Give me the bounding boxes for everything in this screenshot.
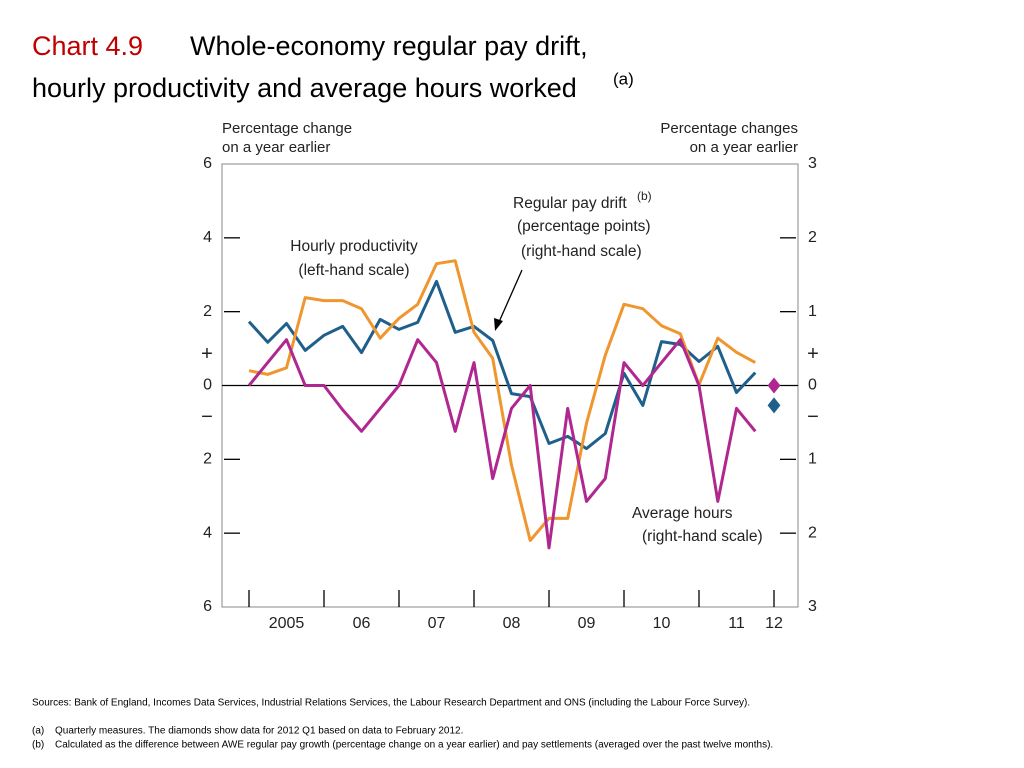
- x-tick-label: 07: [428, 615, 446, 632]
- footnote-marker: (b): [32, 740, 44, 751]
- arrow-head: [494, 318, 503, 331]
- title-superscript: (a): [613, 69, 634, 88]
- footnote: Calculated as the difference between AWE…: [55, 740, 773, 751]
- annotation: Hourly productivity: [290, 238, 418, 255]
- y-tick-label: 4: [203, 524, 212, 541]
- annotation: (percentage points): [517, 218, 651, 235]
- x-tick-label: 09: [578, 615, 596, 632]
- sign-label: −: [201, 406, 213, 428]
- series-line: [247, 279, 757, 451]
- y-tick-label: 2: [203, 451, 212, 468]
- annotation: Regular pay drift: [513, 195, 627, 212]
- series-line: [248, 259, 757, 542]
- annotation: (right-hand scale): [642, 528, 763, 545]
- x-tick-label: 11: [728, 615, 745, 632]
- annotation: Average hours: [632, 505, 733, 522]
- y2-tick-label: 3: [808, 598, 817, 615]
- sign-label: +: [201, 343, 213, 365]
- title-prefix: Chart 4.9: [32, 31, 143, 61]
- y-tick-label: 0: [203, 377, 212, 394]
- x-tick-label: 12: [765, 615, 783, 632]
- x-tick-label: 08: [503, 615, 521, 632]
- sign-label: +: [807, 343, 819, 365]
- y-tick-label: 6: [203, 155, 212, 172]
- diamond: [767, 377, 781, 394]
- footnote: Quarterly measures. The diamonds show da…: [55, 726, 463, 737]
- y2-tick-label: 1: [808, 451, 817, 468]
- chart-title: Whole-economy regular pay drift,: [190, 31, 588, 61]
- y2-tick-label: 3: [808, 155, 817, 172]
- footnote-marker: (a): [32, 726, 44, 737]
- series-line: [247, 338, 757, 550]
- y2-tick-label: 1: [808, 303, 817, 320]
- annotation: (right-hand scale): [521, 243, 642, 260]
- x-tick-label: 2005: [269, 615, 305, 632]
- y-tick-label: 2: [203, 303, 212, 320]
- diamond: [767, 397, 781, 414]
- sources: Sources: Bank of England, Incomes Data S…: [32, 698, 750, 709]
- annotation: (left-hand scale): [298, 262, 409, 279]
- y2-tick-label: 0: [808, 377, 817, 394]
- y2-tick-label: 2: [808, 229, 817, 246]
- x-tick-label: 06: [353, 615, 371, 632]
- y2-axis-label: Percentage changes: [660, 120, 798, 137]
- title-line: Chart 4.9: [32, 31, 143, 61]
- arrow: [498, 269, 523, 323]
- chart-title-cont: hourly productivity and average hours wo…: [32, 73, 577, 103]
- y2-tick-label: 2: [808, 524, 817, 541]
- y-axis-label: on a year earlier: [222, 139, 330, 156]
- annotation-superscript: (b): [637, 189, 652, 203]
- sign-label: −: [807, 406, 819, 428]
- y-axis-label: Percentage change: [222, 120, 352, 137]
- y2-axis-label: on a year earlier: [690, 139, 798, 156]
- x-tick-label: 10: [653, 615, 671, 632]
- y-tick-label: 4: [203, 229, 212, 246]
- y-tick-label: 6: [203, 598, 212, 615]
